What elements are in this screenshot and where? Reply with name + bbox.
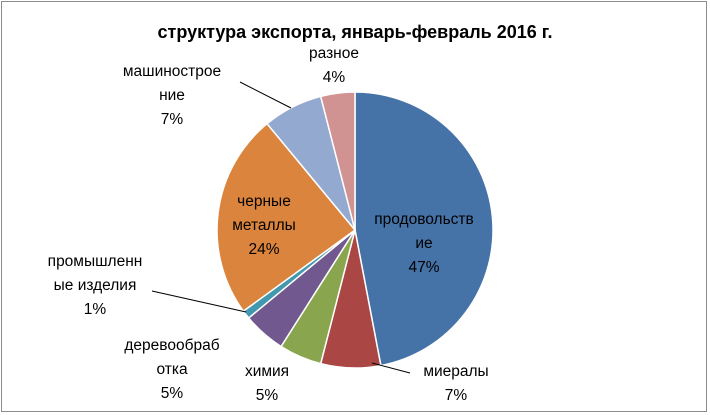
pie-slice-0 xyxy=(354,91,494,367)
slice-label-2: химия 5% xyxy=(245,363,289,404)
chart-title: структура экспорта, январь-февраль 2016 … xyxy=(158,22,553,42)
leader-line-4 xyxy=(151,290,247,313)
pie-slice-7 xyxy=(319,91,356,231)
slice-label-3: деревообраб отка 5% xyxy=(124,337,219,402)
leader-line-1 xyxy=(371,362,411,374)
slice-label-7: разное 4% xyxy=(309,45,359,86)
leader-line-6 xyxy=(239,81,292,109)
pie-slice-5 xyxy=(216,122,357,313)
slice-label-4: промышленн ые изделия 1% xyxy=(48,253,143,318)
slice-label-5: черные металлы 24% xyxy=(232,193,296,258)
slice-label-6: машиностроe ние 7% xyxy=(123,63,221,128)
slice-label-1: миералы 7% xyxy=(423,363,488,404)
slice-label-0: продовольств ие 47% xyxy=(374,211,474,276)
